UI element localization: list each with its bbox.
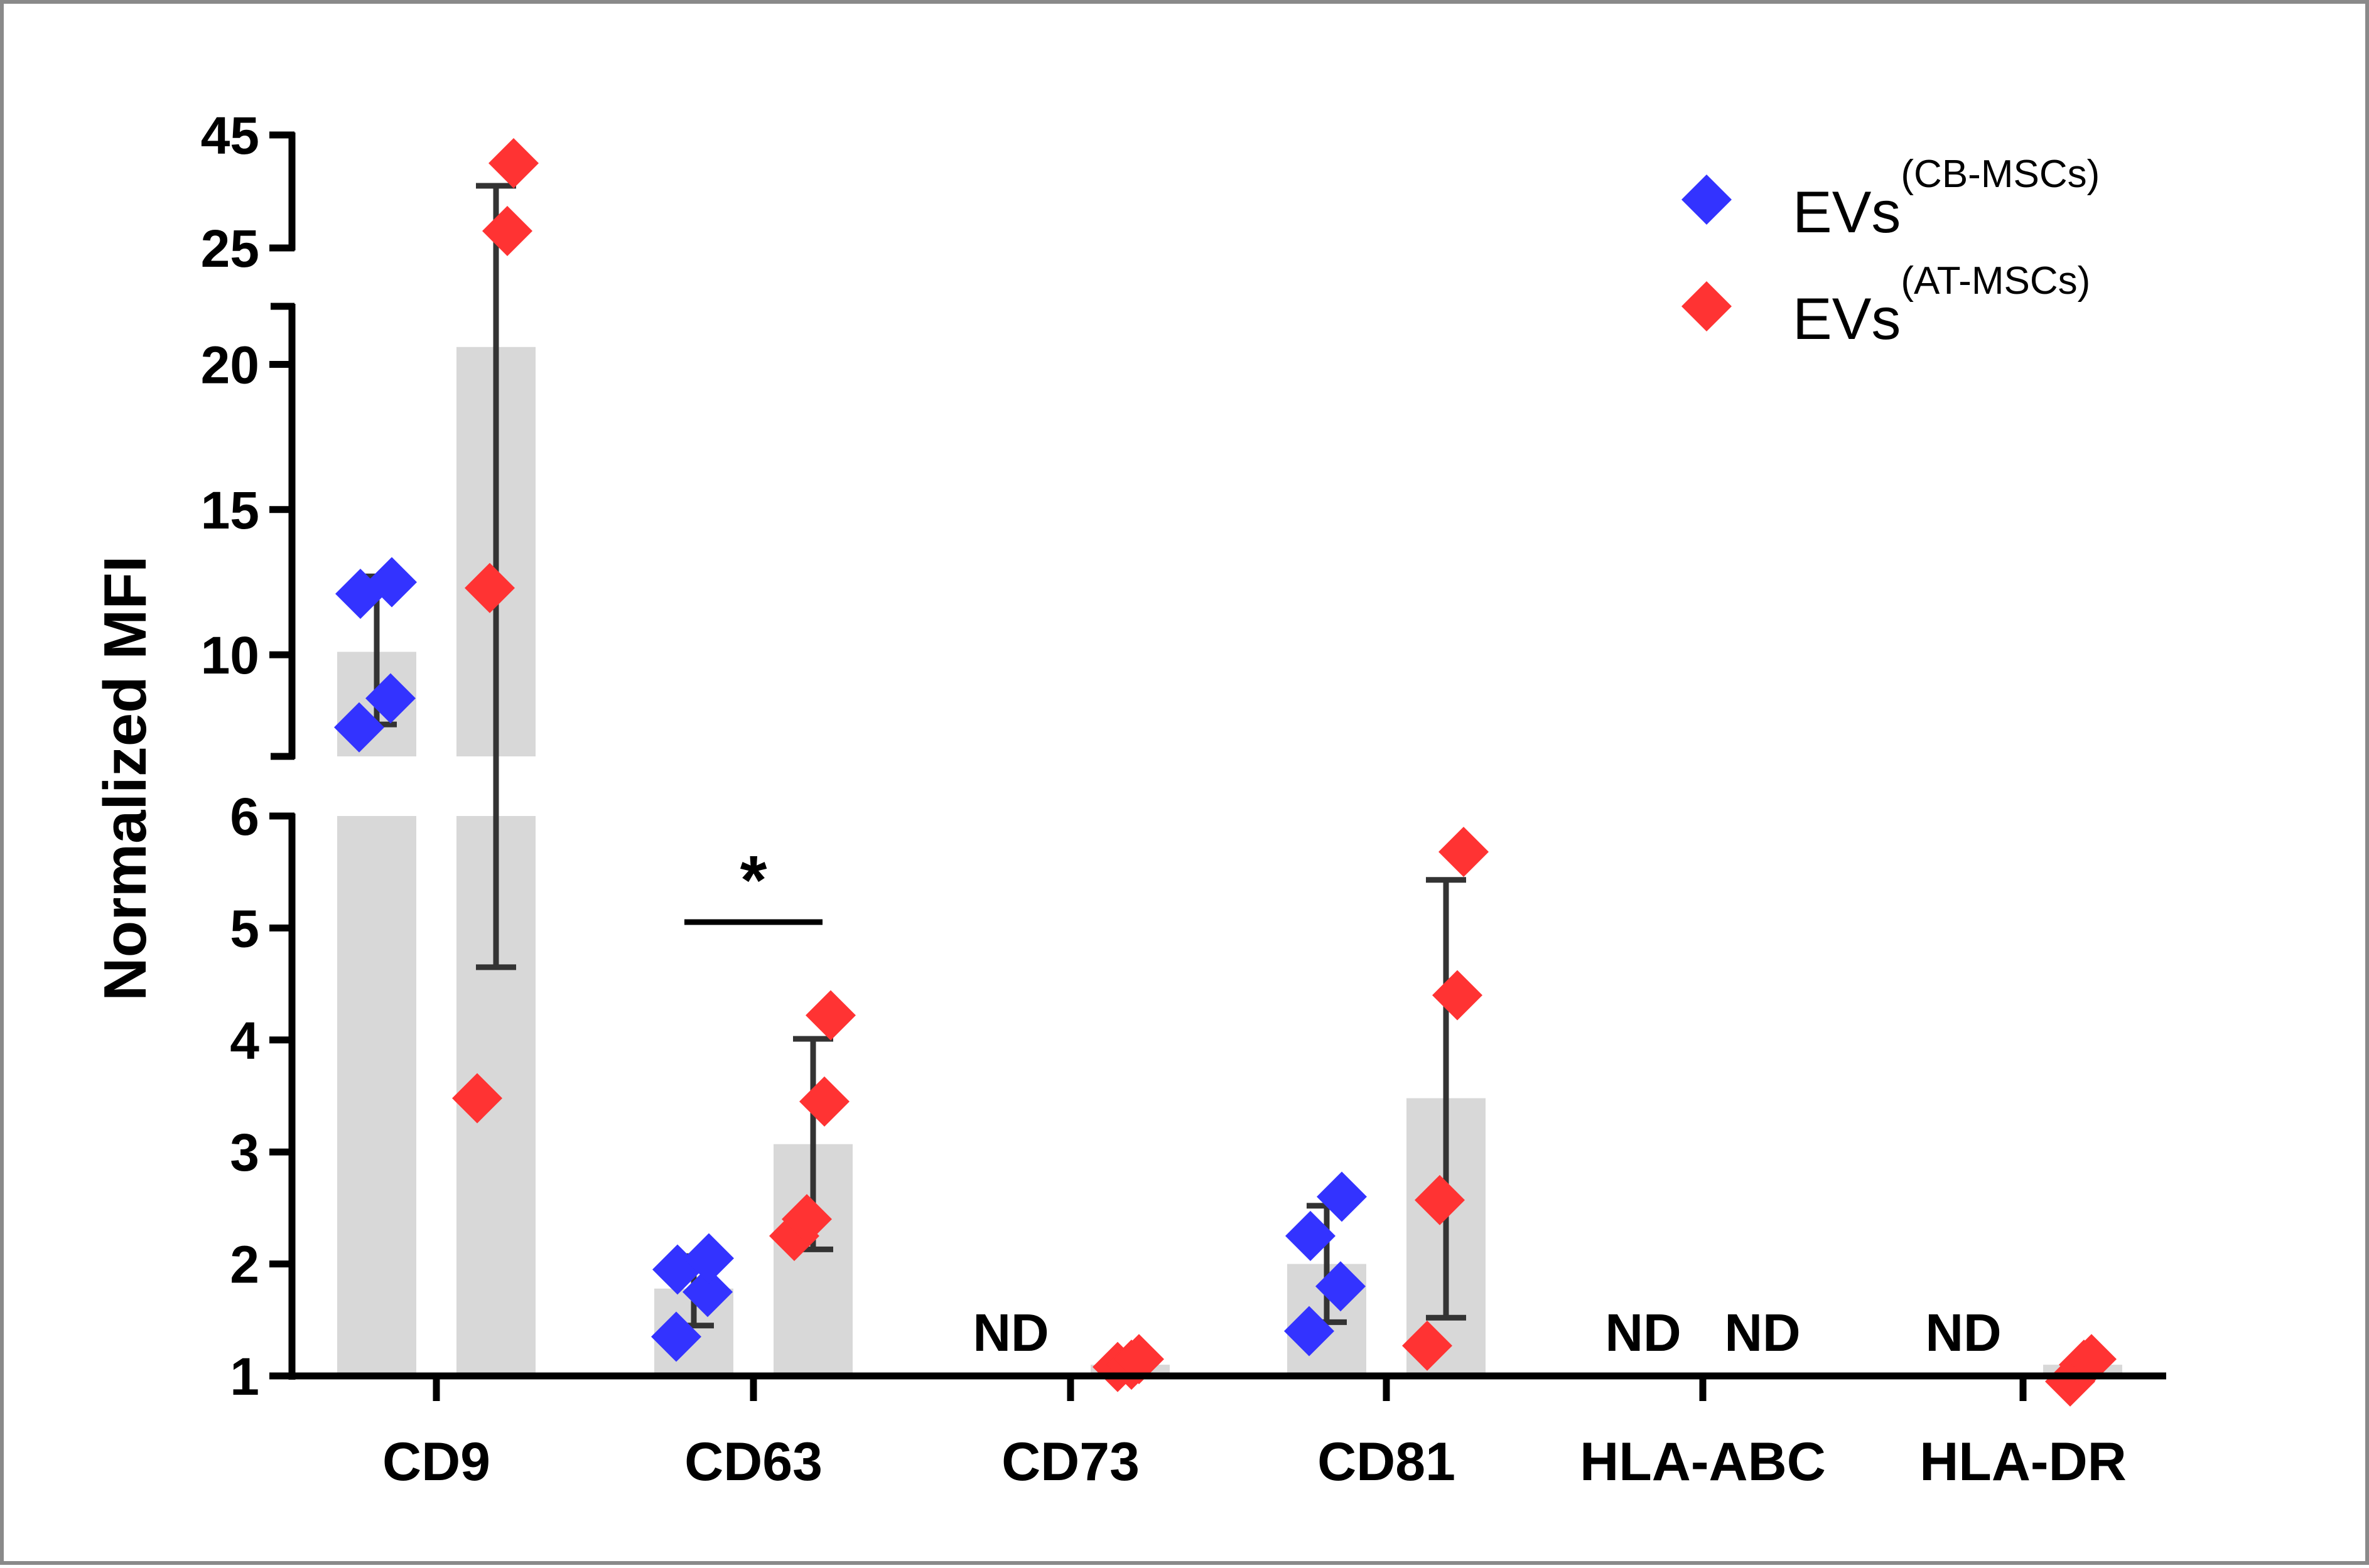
nd-label: ND [973,1303,1049,1362]
data-point-CD63-series0 [684,1233,734,1284]
nd-label: ND [1925,1303,2001,1362]
category-label: HLA-ABC [1580,1432,1826,1492]
data-point-CD63-series0 [651,1311,701,1362]
y-tick-label: 1 [230,1347,259,1406]
data-point-CD63-series0 [683,1267,733,1318]
y-tick-label: 15 [201,481,259,540]
data-point-CD9-series0 [365,673,416,724]
legend-label-superscript: (CB-MSCs) [1901,153,2100,196]
data-point-CD81-series0 [1285,1211,1336,1261]
legend-marker-series1 [1681,281,1732,331]
data-point-CD81-series0 [1315,1261,1366,1312]
legend-label-superscript: (AT-MSCs) [1901,259,2090,303]
y-tick-label: 20 [201,336,259,395]
data-point-CD73-series1 [1114,1334,1164,1385]
data-point-CD9-series1 [488,138,539,188]
y-tick-label: 10 [201,626,259,685]
category-label: CD9 [382,1432,490,1492]
category-label: CD81 [1317,1432,1455,1492]
y-tick-label: 5 [230,899,259,958]
category-label: CD63 [684,1432,823,1492]
data-point-HLA-DR-series1 [2066,1334,2117,1385]
data-point-CD81-series0 [1317,1171,1367,1222]
data-point-CD63-series1 [806,990,856,1041]
data-point-CD81-series1 [1432,970,1482,1021]
y-tick-label: 25 [201,219,259,278]
y-tick-label: 3 [230,1123,259,1182]
y-tick-label: 2 [230,1235,259,1294]
legend-marker-series0 [1681,175,1732,225]
y-axis-label: Normalized MFI [92,556,159,1001]
nd-label: ND [1724,1303,1800,1362]
data-point-CD81-series1 [1438,827,1489,878]
data-point-CD63-series1 [782,1194,832,1245]
y-tick-label: 4 [230,1011,259,1070]
labels-layer: CD9 CD63 CD73 CD81 HLA-ABC HLA-DR ND ND ND ND * [382,842,2127,1492]
category-label: HLA-DR [1919,1432,2127,1492]
data-point-CD81-series0 [1284,1306,1334,1356]
data-point-CD63-series1 [799,1076,850,1127]
y-tick-label: 45 [201,106,259,165]
data-point-CD9-series1 [452,1073,502,1124]
category-label: CD73 [1001,1432,1140,1492]
nd-label: ND [1605,1303,1681,1362]
points-layer [334,138,2117,1407]
data-point-CD9-series0 [334,702,384,753]
data-point-CD81-series1 [1402,1320,1452,1371]
data-point-CD9-series1 [465,562,515,613]
significance-star: * [740,842,767,919]
data-point-CD81-series1 [1415,1174,1465,1225]
data-point-CD9-series1 [482,206,532,256]
data-point-CD9-series0 [367,557,417,608]
bar-CD9-series0 [337,816,416,1376]
y-tick-label: 6 [230,787,259,846]
